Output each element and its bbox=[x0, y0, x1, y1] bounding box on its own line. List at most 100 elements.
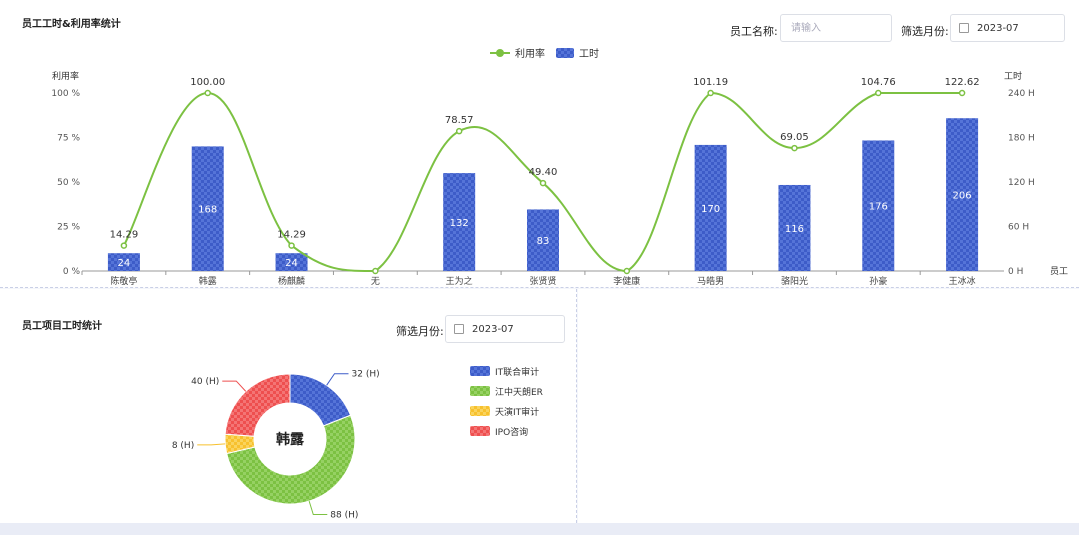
project-month-filter-value: 2023-07 bbox=[472, 323, 514, 335]
y-right-tick-label: 0 H bbox=[1008, 267, 1023, 277]
bar-value-label: 168 bbox=[198, 205, 217, 216]
utilization-point bbox=[288, 242, 295, 249]
x-axis-label: 王为之 bbox=[446, 275, 473, 287]
utilization-value-label: 104.76 bbox=[861, 77, 896, 88]
pie-slice-label: 40 (H) bbox=[191, 377, 219, 387]
utilization-value-label: 100.00 bbox=[190, 77, 225, 88]
pie-legend-label: 江中天朗ER bbox=[495, 386, 543, 398]
employee-name-label: 员工名称: bbox=[730, 25, 778, 38]
x-axis-label: 王冰冰 bbox=[949, 275, 976, 287]
project-hours-panel-title: 员工项目工时统计 bbox=[22, 321, 102, 332]
utilization-panel: 员工工时&利用率统计 员工名称: 筛选月份: 2023-07 利用率工时利用率工… bbox=[0, 0, 1079, 288]
y-axis-left-title: 利用率 bbox=[52, 70, 79, 82]
y-right-tick-label: 180 H bbox=[1008, 134, 1035, 144]
legend-label-utilization: 利用率 bbox=[515, 47, 545, 60]
utilization-point bbox=[455, 127, 463, 135]
x-axis-label: 韩露 bbox=[199, 275, 217, 287]
utilization-value-label: 78.57 bbox=[445, 115, 474, 126]
utilization-point bbox=[372, 267, 379, 275]
month-filter-value: 2023-07 bbox=[977, 22, 1019, 34]
pie-slice-label: 88 (H) bbox=[330, 510, 358, 520]
utilization-point bbox=[958, 89, 966, 97]
x-axis-label: 孙豪 bbox=[869, 275, 887, 287]
project-hours-panel: 员工项目工时统计 筛选月份: 2023-07 32 (H) 88 (H) 8 (H)… bbox=[0, 289, 577, 523]
pie-legend-label: 天演IT审计 bbox=[495, 406, 539, 418]
bar bbox=[694, 144, 727, 271]
bar bbox=[107, 253, 140, 271]
pie-legend-swatch bbox=[470, 426, 490, 436]
utilization-point bbox=[875, 89, 882, 97]
chart-legend: 利用率 工时 bbox=[490, 47, 599, 60]
pie-slice-label: 8 (H) bbox=[172, 441, 194, 451]
utilization-panel-title: 员工工时&利用率统计 bbox=[22, 19, 121, 30]
bar-value-label: 83 bbox=[537, 236, 550, 247]
y-axis-right-title: 工时 bbox=[1004, 70, 1022, 82]
project-month-filter-picker[interactable]: 2023-07 bbox=[445, 315, 565, 343]
y-left-tick-label: 0 % bbox=[63, 267, 81, 277]
bar-value-label: 132 bbox=[450, 218, 469, 229]
y-left-tick-label: 50 % bbox=[57, 178, 80, 188]
y-right-tick-label: 60 H bbox=[1008, 223, 1029, 233]
pie-slice bbox=[226, 414, 356, 505]
legend-bar-swatch bbox=[556, 48, 574, 58]
utilization-value-label: 69.05 bbox=[780, 132, 809, 143]
pie-legend-swatch bbox=[470, 386, 490, 396]
empty-panel bbox=[578, 289, 1079, 523]
utilization-value-label: 14.29 bbox=[277, 230, 306, 241]
page-footer-strip bbox=[0, 523, 1079, 535]
utilization-value-label: 122.62 bbox=[945, 77, 980, 88]
pie-center-label: 韩露 bbox=[276, 431, 305, 448]
utilization-point bbox=[539, 179, 547, 187]
month-filter-picker[interactable]: 2023-07 bbox=[950, 14, 1065, 42]
y-right-tick-label: 120 H bbox=[1008, 178, 1035, 188]
x-axis-label: 杨麒麟 bbox=[278, 275, 305, 287]
bar-value-label: 24 bbox=[118, 258, 131, 269]
pie-leader-line bbox=[308, 500, 328, 515]
utilization-point bbox=[204, 89, 211, 97]
utilization-point bbox=[707, 89, 714, 97]
legend-line-marker bbox=[496, 49, 504, 57]
x-axis-label: 骆阳光 bbox=[781, 275, 808, 287]
bar bbox=[527, 209, 559, 271]
bar bbox=[443, 173, 476, 271]
bar bbox=[946, 118, 979, 271]
pie-legend-label: IT联合审计 bbox=[495, 366, 539, 378]
pie-leader-line bbox=[222, 380, 247, 392]
employee-name-input[interactable] bbox=[780, 14, 892, 42]
y-right-tick-label: 240 H bbox=[1008, 89, 1035, 99]
pie-legend-swatch bbox=[470, 406, 490, 416]
pie-slice-label: 32 (H) bbox=[352, 370, 380, 380]
calendar-icon bbox=[959, 23, 969, 33]
pie-leader-line bbox=[326, 373, 349, 386]
pie-slice bbox=[224, 373, 291, 437]
x-axis-label: 张贤贤 bbox=[529, 276, 556, 287]
pie-slice bbox=[289, 373, 352, 427]
x-axis-label: 马皓男 bbox=[697, 275, 724, 287]
bar bbox=[191, 146, 224, 271]
pie-legend-swatch bbox=[470, 366, 490, 376]
utilization-value-label: 49.40 bbox=[529, 167, 558, 178]
bar-value-label: 116 bbox=[785, 224, 804, 235]
utilization-value-label: 14.29 bbox=[110, 230, 139, 241]
y-left-tick-label: 75 % bbox=[57, 134, 80, 144]
bar-value-label: 206 bbox=[953, 191, 972, 202]
utilization-point bbox=[623, 267, 631, 275]
x-axis-label: 陈敬亭 bbox=[110, 275, 137, 287]
month-filter-label: 筛选月份: bbox=[901, 25, 949, 38]
x-axis-title: 员工 bbox=[1050, 266, 1068, 277]
utilization-point bbox=[791, 144, 798, 152]
bar bbox=[275, 253, 308, 271]
calendar-icon bbox=[454, 324, 464, 334]
project-month-filter-label: 筛选月份: bbox=[396, 325, 444, 338]
y-left-tick-label: 100 % bbox=[51, 89, 80, 99]
y-left-tick-label: 25 % bbox=[57, 223, 80, 233]
bar bbox=[778, 184, 811, 271]
bar bbox=[862, 140, 895, 271]
utilization-point bbox=[120, 242, 128, 249]
pie-leader-line bbox=[197, 443, 226, 446]
pie-legend-label: IPO咨询 bbox=[495, 426, 528, 438]
legend-label-hours: 工时 bbox=[579, 48, 599, 60]
utilization-value-label: 101.19 bbox=[693, 77, 728, 88]
